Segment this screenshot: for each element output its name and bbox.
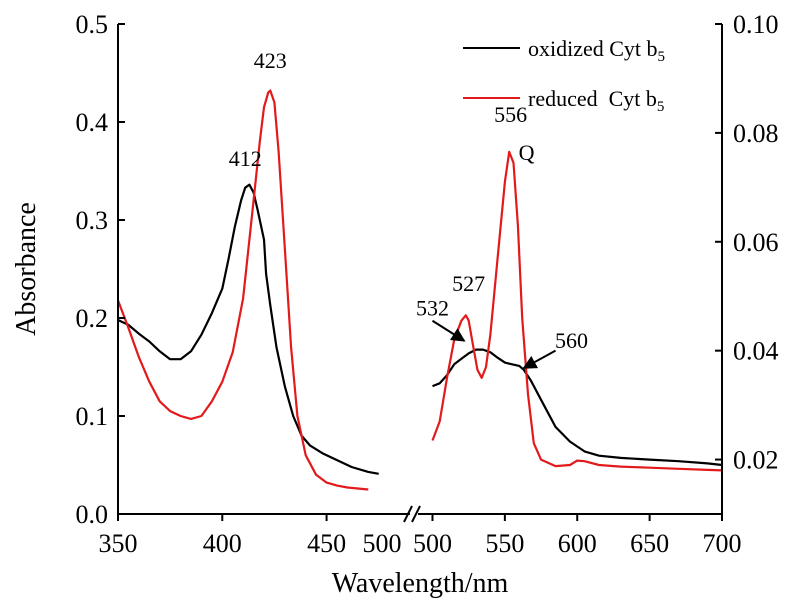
x-tick-label: 550 — [485, 529, 524, 558]
series-reduced-line-right — [431, 150, 723, 472]
x-tick-label: 500 — [413, 529, 452, 558]
x-tick-label: 350 — [99, 529, 138, 558]
peak-label-527: 527 — [452, 271, 485, 296]
annotation-arrow-1 — [431, 319, 466, 342]
x-tick-label: 400 — [203, 529, 242, 558]
peak-label-Q: Q — [519, 140, 535, 165]
series-reduced-line-left — [116, 89, 369, 491]
y-left-tick-label: 0.4 — [76, 108, 109, 137]
axis-break-slash-1 — [403, 505, 413, 523]
legend-label-oxidized-subscript: 5 — [658, 49, 666, 65]
peak-label-423: 423 — [254, 48, 287, 73]
y-left-tick-group: 0.0 0.1 0.2 0.3 0.4 0.5 — [76, 10, 125, 529]
y-right-tick-group: 0.02 0.04 0.06 0.08 0.10 — [715, 10, 779, 475]
series-oxidized-line-left — [117, 183, 379, 475]
x-tick-label: 600 — [558, 529, 597, 558]
x-tick-label: 700 — [703, 529, 742, 558]
series-oxidized-line-right — [432, 348, 723, 467]
legend-label-oxidized: oxidized Cyt b5 — [528, 36, 665, 65]
y-left-tick-label: 0.5 — [76, 10, 109, 39]
y-right-tick-label: 0.04 — [733, 337, 779, 366]
y-right-tick-label: 0.02 — [733, 446, 779, 475]
axis-break-marker — [403, 505, 421, 523]
y-left-tick-label: 0.3 — [76, 206, 109, 235]
y-right-tick-label: 0.06 — [733, 228, 779, 257]
legend-label-reduced-subscript: 5 — [657, 99, 665, 115]
annotation-arrow-2 — [522, 349, 557, 369]
peak-label-556: 556 — [494, 102, 527, 127]
series-layer — [116, 89, 723, 491]
peak-label-560: 560 — [555, 328, 588, 353]
peak-label-412: 412 — [229, 146, 262, 171]
x-tick-group: 350 400 450 500 550 600 650 700 500 — [99, 514, 742, 558]
x-tick-label: 450 — [307, 529, 346, 558]
y-left-tick-label: 0.1 — [76, 402, 109, 431]
legend: oxidized Cyt b5 reduced Cyt b5 — [463, 36, 665, 115]
axis-break-slash-2 — [411, 505, 421, 523]
legend-label-oxidized-name: oxidized Cyt b — [528, 36, 658, 61]
y-left-tick-label: 0.2 — [76, 304, 109, 333]
x-tick-label: 650 — [630, 529, 669, 558]
legend-label-reduced: reduced Cyt b5 — [528, 86, 664, 115]
legend-label-reduced-name: reduced Cyt b — [528, 86, 657, 111]
x-axis-title: Wavelength/nm — [332, 568, 509, 599]
y-right-tick-label: 0.08 — [733, 119, 779, 148]
peak-label-532: 532 — [416, 295, 449, 320]
y-right-tick-label: 0.10 — [733, 10, 779, 39]
y-axis-title: Absorbance — [11, 202, 42, 336]
y-left-tick-label: 0.0 — [76, 500, 109, 529]
x-tick-label-break: 500 — [363, 529, 402, 558]
